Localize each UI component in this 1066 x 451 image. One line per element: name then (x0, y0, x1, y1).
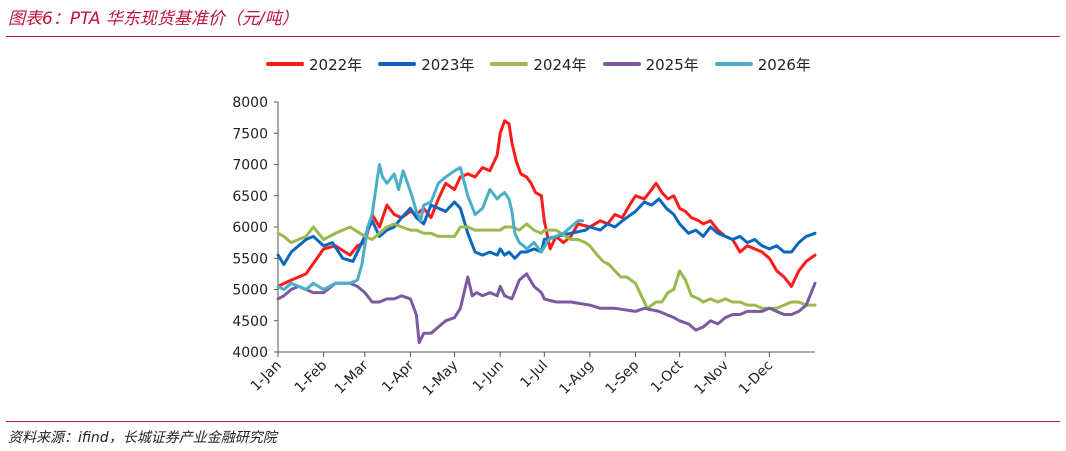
y-tick-label: 4000 (232, 345, 268, 361)
x-tick-label: 1-Oct (648, 357, 687, 396)
x-tick-label: 1-Jan (248, 358, 285, 395)
y-tick-label: 6000 (232, 220, 268, 236)
y-tick-label: 4500 (232, 314, 268, 330)
series-line-4 (276, 272, 817, 345)
legend-swatch (602, 62, 641, 66)
x-tick-label: 1-Feb (292, 357, 331, 396)
y-tick-label: 8000 (232, 95, 268, 111)
y-tick-label: 7500 (232, 126, 268, 142)
x-tick-label: 1-Jun (470, 358, 507, 395)
legend-label: 2026年 (757, 55, 811, 74)
x-tick-label: 1-Nov (692, 358, 733, 399)
legend-item-2: 2023年 (378, 54, 474, 75)
series-line-2 (276, 197, 817, 266)
chart-legend: 2022年 2023年 2024年 2025年 2026年 (266, 53, 827, 75)
y-tick-label: 5000 (232, 283, 268, 299)
chart-title: 图表6：PTA 华东现货基准价（元/吨） (8, 9, 299, 29)
legend-label: 2023年 (421, 55, 475, 74)
legend-swatch (714, 62, 753, 66)
title-divider (6, 36, 1060, 37)
y-tick-label: 5500 (232, 251, 268, 267)
x-tick-label: 1-Aug (556, 358, 596, 398)
x-tick-label: 1-Dec (736, 358, 776, 398)
legend-label: 2022年 (309, 55, 363, 74)
series-line-5 (276, 163, 584, 291)
x-tick-label: 1-May (420, 358, 462, 400)
y-tick-label: 6500 (232, 189, 268, 205)
x-tick-label: 1-Sep (602, 357, 642, 397)
x-tick-label: 1-Mar (332, 357, 372, 397)
source-note: 资料来源：ifind，长城证券产业金融研究院 (8, 430, 277, 446)
legend-item-3: 2024年 (490, 54, 587, 75)
y-tick-label: 7000 (232, 158, 268, 174)
x-tick-label: 1-Apr (379, 357, 417, 395)
legend-label: 2024年 (533, 55, 587, 74)
legend-swatch (490, 62, 529, 66)
legend-item-1: 2022年 (266, 54, 362, 75)
legend-item-4: 2025年 (602, 54, 699, 75)
legend-item-5: 2026年 (714, 54, 811, 75)
x-tick-label: 1-Jul (517, 358, 551, 392)
legend-swatch (378, 62, 417, 66)
footer-divider (6, 421, 1060, 422)
legend-label: 2025年 (645, 55, 699, 74)
series-line-1 (276, 119, 817, 288)
legend-swatch (266, 62, 304, 66)
